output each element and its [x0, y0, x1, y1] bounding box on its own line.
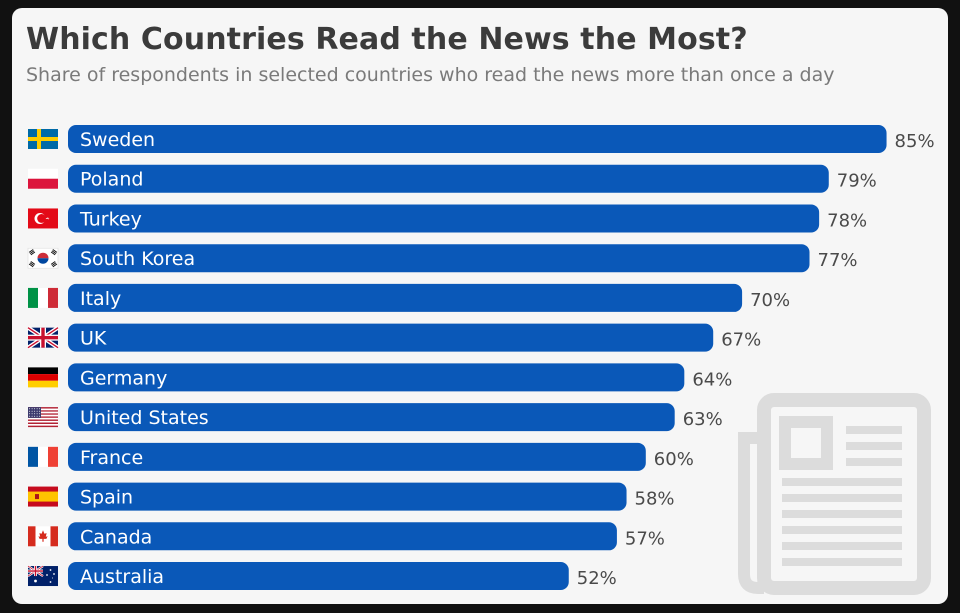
chart-title: Which Countries Read the News the Most?	[26, 22, 748, 57]
bar-row-germany: Germany 64%	[28, 363, 732, 392]
bar-chart: Sweden 85% Poland 79% Turkey 78% South Korea 77…	[26, 125, 935, 595]
flag-france-icon	[28, 446, 58, 467]
category-label: Germany	[80, 367, 167, 389]
category-label: France	[80, 447, 143, 469]
chart-card: Which Countries Read the News the Most? …	[12, 8, 948, 604]
value-label: 60%	[654, 449, 694, 470]
category-label: Australia	[80, 566, 164, 588]
category-label: Italy	[80, 288, 121, 310]
flag-united-states-icon	[28, 407, 58, 428]
bar-row-south-korea: South Korea 77%	[27, 244, 858, 273]
flag-south-korea-icon	[27, 247, 59, 269]
value-label: 67%	[721, 330, 761, 351]
bar-row-italy: Italy 70%	[28, 283, 790, 312]
bar-canada	[68, 522, 617, 551]
value-label: 57%	[625, 528, 665, 549]
value-label: 64%	[692, 369, 732, 390]
bar-poland	[68, 164, 829, 193]
bar-france	[68, 442, 646, 471]
bar-row-australia: Australia 52%	[27, 562, 617, 591]
category-label: United States	[80, 407, 209, 429]
newspaper-icon	[738, 393, 931, 595]
bar-germany	[68, 363, 685, 392]
bar-turkey	[68, 204, 820, 233]
category-label: Canada	[80, 526, 152, 548]
value-label: 77%	[818, 250, 858, 271]
bar-row-france: France 60%	[28, 442, 694, 471]
flag-spain-icon	[28, 486, 58, 507]
chart-subtitle: Share of respondents in selected countri…	[26, 64, 835, 86]
bar-south-korea	[68, 244, 810, 273]
category-label: Poland	[80, 169, 143, 191]
flag-sweden-icon	[28, 129, 58, 149]
value-label: 63%	[683, 409, 723, 430]
flag-turkey-icon	[28, 208, 58, 229]
bar-row-poland: Poland 79%	[28, 164, 877, 193]
category-label: UK	[80, 328, 107, 350]
bar-uk	[68, 323, 714, 352]
bar-italy	[68, 283, 743, 312]
bar-row-uk: UK 67%	[26, 323, 761, 352]
flag-australia-icon	[27, 565, 58, 587]
bar-row-turkey: Turkey 78%	[28, 204, 867, 233]
bar-row-spain: Spain 58%	[28, 482, 675, 511]
value-label: 58%	[635, 489, 675, 510]
category-label: Turkey	[79, 208, 142, 230]
flag-canada-icon	[28, 526, 58, 547]
bar-united-states	[68, 403, 675, 432]
bar-australia	[68, 562, 569, 591]
bar-spain	[68, 482, 627, 511]
value-label: 52%	[577, 568, 617, 589]
value-label: 79%	[837, 171, 877, 192]
bar-row-sweden: Sweden 85%	[28, 125, 935, 153]
value-label: 70%	[750, 290, 790, 311]
bar-row-united-states: United States 63%	[28, 403, 723, 432]
flag-poland-icon	[28, 168, 58, 189]
flag-germany-icon	[28, 367, 58, 388]
flag-italy-icon	[28, 287, 58, 308]
category-label: Sweden	[80, 129, 155, 151]
category-label: Spain	[80, 487, 133, 509]
value-label: 85%	[895, 131, 935, 152]
flag-uk-icon	[26, 325, 60, 350]
category-label: South Korea	[80, 248, 195, 270]
value-label: 78%	[827, 210, 867, 231]
bar-sweden	[68, 125, 887, 153]
bar-row-canada: Canada 57%	[28, 522, 665, 551]
